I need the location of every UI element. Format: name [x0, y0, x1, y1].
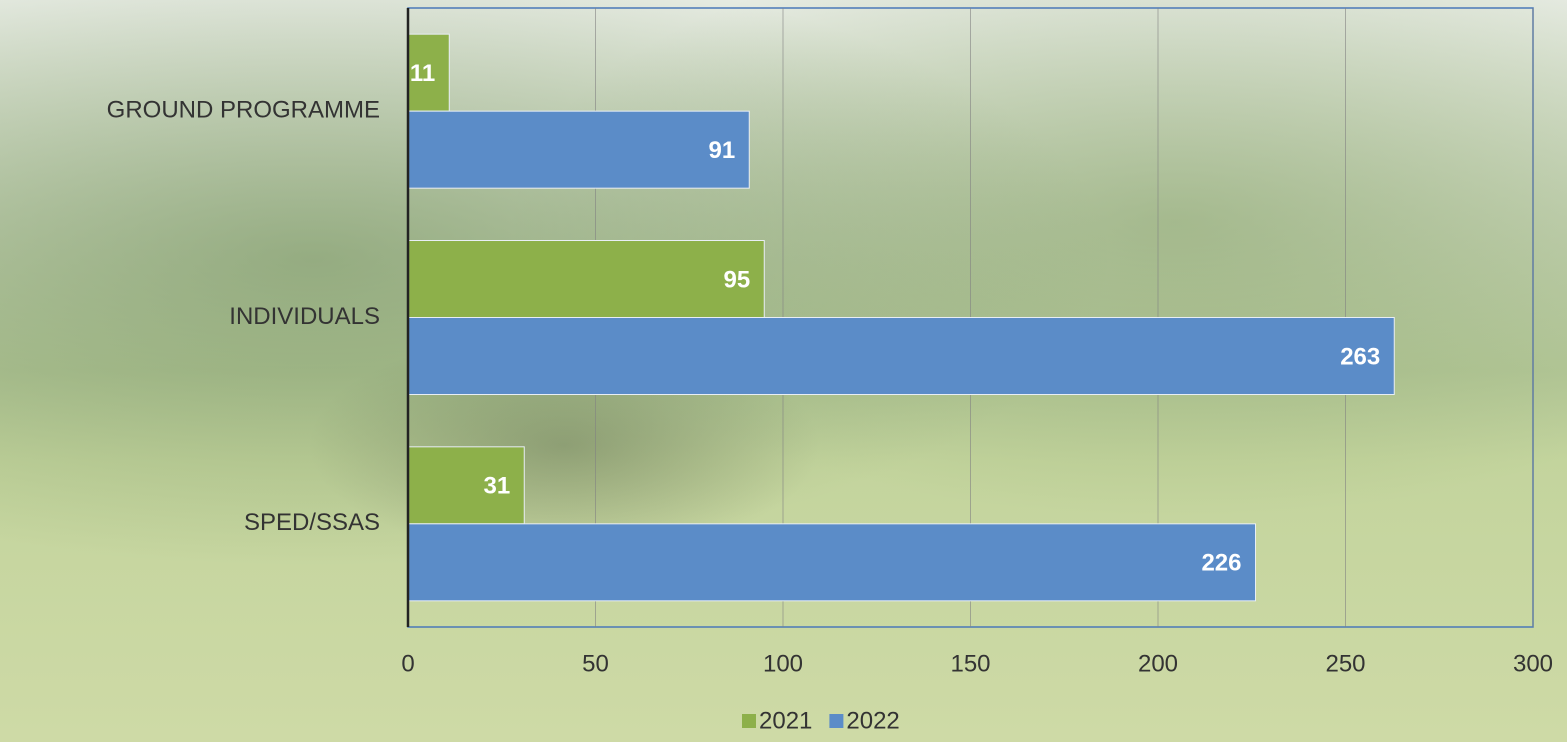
data-label: 11	[410, 60, 435, 87]
x-tick-label: 250	[1325, 650, 1365, 677]
bar	[408, 524, 1256, 601]
x-tick-label: 300	[1513, 650, 1553, 677]
data-label: 95	[724, 266, 751, 293]
chart: 0 50 100 150 200 250 300 GROUND PROGRAMME 11 91 IN…	[0, 0, 1567, 742]
data-label: 31	[484, 473, 511, 500]
legend-swatch	[829, 714, 843, 728]
legend-swatch	[742, 714, 756, 728]
data-label: 226	[1201, 550, 1241, 577]
data-label: 91	[709, 137, 736, 164]
bar	[408, 241, 764, 318]
y-tick-label: GROUND PROGRAMME	[107, 97, 380, 124]
x-tick-label: 200	[1138, 650, 1178, 677]
x-tick-label: 0	[401, 650, 414, 677]
bar	[408, 318, 1394, 395]
x-tick-label: 100	[763, 650, 803, 677]
legend-label: 2021	[759, 707, 812, 734]
x-tick-label: 150	[950, 650, 990, 677]
y-tick-label: INDIVIDUALS	[229, 303, 380, 330]
bar	[408, 111, 749, 188]
x-tick-label: 50	[582, 650, 609, 677]
data-label: 263	[1340, 343, 1380, 370]
legend-label: 2022	[846, 707, 899, 734]
y-tick-label: SPED/SSAS	[244, 509, 380, 536]
